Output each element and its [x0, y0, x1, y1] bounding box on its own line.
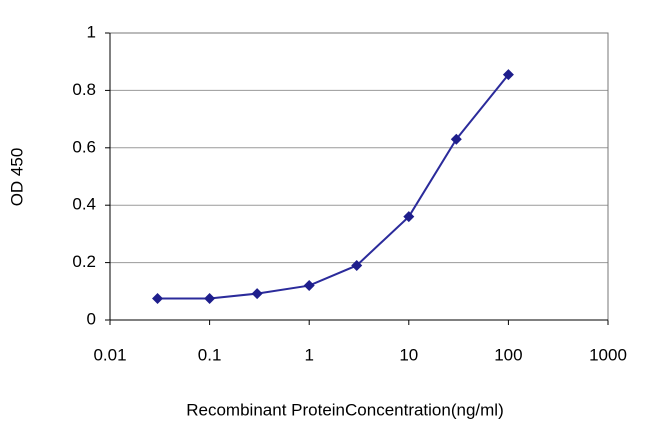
y-tick-label: 0.4: [72, 195, 96, 214]
data-point: [351, 259, 363, 271]
data-point: [251, 288, 263, 300]
data-point: [403, 211, 415, 223]
data-point: [502, 69, 514, 81]
y-tick-label: 0.8: [72, 80, 96, 99]
y-tick-label: 1: [87, 22, 96, 41]
x-tick-label: 10: [399, 345, 418, 364]
x-tick-label: 1: [304, 345, 313, 364]
x-tick-label: 0.01: [93, 345, 126, 364]
data-point: [303, 280, 315, 292]
data-point: [204, 292, 216, 304]
x-axis-label: Recombinant ProteinConcentration(ng/ml): [186, 400, 504, 419]
y-tick-label: 0: [87, 309, 96, 328]
x-tick-label: 100: [494, 345, 522, 364]
plot-frame: [109, 32, 609, 321]
data-point: [450, 133, 462, 145]
data-point: [152, 292, 164, 304]
y-axis-label: OD 450: [7, 148, 26, 207]
y-tick-label: 0.2: [72, 252, 96, 271]
x-tick-label: 0.1: [198, 345, 222, 364]
x-tick-label: 1000: [589, 345, 627, 364]
data-line: [157, 73, 510, 300]
y-tick-label: 0.6: [72, 137, 96, 156]
